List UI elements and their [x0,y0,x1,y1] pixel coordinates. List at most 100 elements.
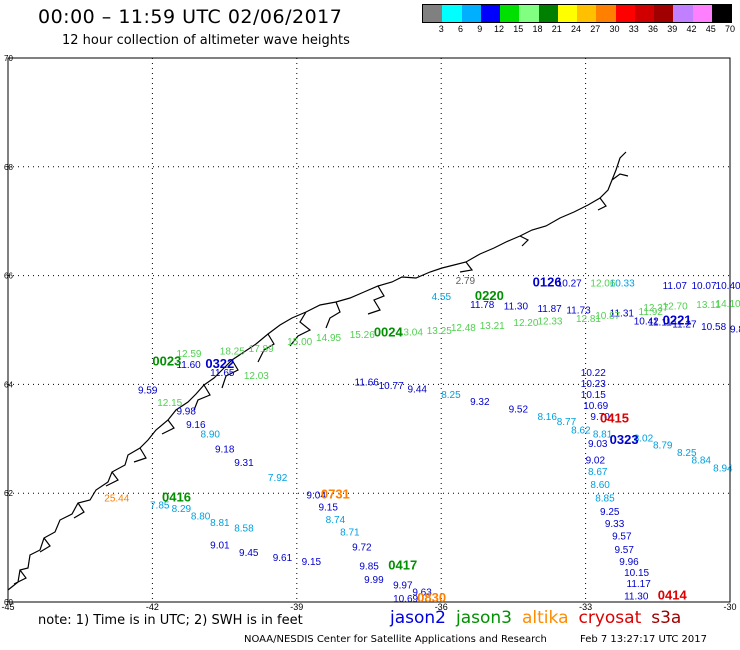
colorbar-label: 6 [457,24,464,34]
jason2-wave-height: 11.78 [470,300,495,311]
s3a-wave-height: 2.79 [456,276,476,287]
lat-tick-label: 64 [4,380,13,389]
jason2-wave-height: 10.40 [716,281,740,292]
wave-height-value: 13.25 [427,326,452,337]
pass-time-labels: 0126032203230221022000240023041604170073… [152,274,692,605]
colorbar-swatch [480,5,500,22]
jason2-wave-height: 9.02 [586,455,606,466]
jason2-pass-time: 0323 [610,432,639,447]
jason2-wave-height: 10.69 [393,594,418,605]
jason2-wave-height: 9.57 [612,531,632,542]
colorbar-label: 39 [667,24,678,34]
wave-height-value: 8.62 [571,425,591,436]
wave-height-value: 13.21 [480,321,505,332]
axis-tick-labels: -45 -42 -39 -36 -33 -30 70 68 66 64 62 60 [1,54,736,612]
colorbar-swatch [615,5,635,22]
wave-height-value: 10.33 [610,278,635,289]
jason3-pass-time: 0417 [388,557,417,572]
jason3-pass-time: 0416 [162,489,191,504]
altika-wave-height: 25.44 [104,493,129,504]
wave-height-value: 8.02 [634,434,654,445]
legend-jason2: jason2 [390,608,446,628]
jason2-wave-height: 9.18 [215,444,235,455]
jason2-wave-height: 9.61 [273,553,293,564]
lat-tick-label: 68 [4,163,13,172]
jason2-pass-time: 0221 [663,313,692,328]
lon-tick-label: -36 [435,602,448,612]
wave-height-value: 8.81 [593,430,613,441]
wave-height-value: 17.89 [249,344,274,355]
cryosat-pass-time: 0415 [600,410,629,425]
jason2-wave-height: 11.11 [648,318,672,329]
map-frame [7,57,731,603]
jason2-wave-height: 9.83 [730,325,740,336]
wave-height-value: 12.37 [643,303,668,314]
colorbar-swatch [423,5,443,22]
jason2-wave-height: 10.58 [701,322,726,333]
jason3-pass-time: 0024 [374,325,404,340]
colorbar-label: 24 [570,24,582,34]
colorbar-swatch [519,5,539,22]
wave-height-value: 12.48 [451,323,476,334]
jason2-wave-height: 10.23 [581,379,606,390]
credit-line: NOAA/NESDIS Center for Satellite Applica… [244,634,547,645]
altika-pass-time: 0830 [417,590,446,605]
colorbar-label: 33 [628,24,639,34]
jason2-wave-height: 11.07 [663,281,688,292]
jason2-wave-height: 10.15 [581,390,606,401]
units-note: note: 1) Time is in UTC; 2) SWH is in fe… [38,613,303,628]
colorbar-swatch [634,5,654,22]
wave-height-value: 15.00 [287,337,312,348]
jason2-wave-height: 9.45 [239,548,259,559]
map-title: 00:00 – 11:59 UTC 02/06/2017 [38,6,343,28]
wave-height-value: 12.03 [244,371,269,382]
map-subtitle: 12 hour collection of altimeter wave hei… [62,33,350,48]
colorbar-swatch [557,5,577,22]
colorbar-swatch [461,5,481,22]
wave-height-value: 10.87 [595,311,620,322]
jason2-wave-height: 9.44 [408,385,428,396]
wave-height-value: 18.25 [220,346,245,357]
wave-height-value: 8.25 [677,448,697,459]
jason2-wave-height: 11.17 [627,579,652,590]
jason2-wave-height: 9.96 [619,557,639,568]
wave-height-value: 12.81 [576,314,601,325]
lon-tick-label: -45 [1,602,14,612]
wave-height-value: 8.81 [210,518,230,529]
colorbar-label: 45 [705,24,716,34]
wave-height-value: 8.67 [588,467,608,478]
jason2-wave-height: 10.69 [583,401,608,412]
jason3-pass-time: 0220 [475,288,504,303]
jason2-wave-height: 11.66 [355,377,380,388]
jason2-wave-height: 10.07 [691,281,716,292]
jason2-wave-height: 10.15 [624,568,649,579]
wave-height-value: 11.92 [639,307,664,318]
jason2-wave-height: 11.31 [610,308,635,319]
jason2-wave-height: 9.16 [186,420,206,431]
jason2-wave-height: 11.27 [672,319,697,330]
colorbar-swatch [538,5,558,22]
wave-height-value: 8.58 [234,523,254,534]
jason2-wave-height: 9.85 [359,561,379,572]
colorbar-label: 9 [477,24,483,34]
colorbar-label: 70 [724,24,736,34]
wave-height-value: 7.85 [150,500,170,511]
colorbar-swatch [442,5,462,22]
colorbar-swatch [692,5,712,22]
lon-tick-label: -33 [579,602,592,612]
jason2-wave-height: 9.25 [600,507,620,518]
colorbar-label: 42 [686,24,697,34]
wave-height-value: 8.16 [537,412,557,423]
jason2-wave-height: 10.27 [557,278,582,289]
jason2-wave-height: 11.30 [504,301,529,312]
lon-tick-label: -39 [290,602,303,612]
wave-height-value: 12.59 [176,349,201,360]
wave-height-value: 8.79 [653,441,673,452]
wave-height-points: 10.27 11.07 10.07 10.40 11.78 11.30 11.87 11.73… [104,276,740,605]
wave-height-value: 8.74 [326,515,346,526]
jason3-pass-time: 0023 [152,353,181,368]
colorbar-label: 15 [513,24,524,34]
wave-height-value: 8.29 [172,504,192,515]
